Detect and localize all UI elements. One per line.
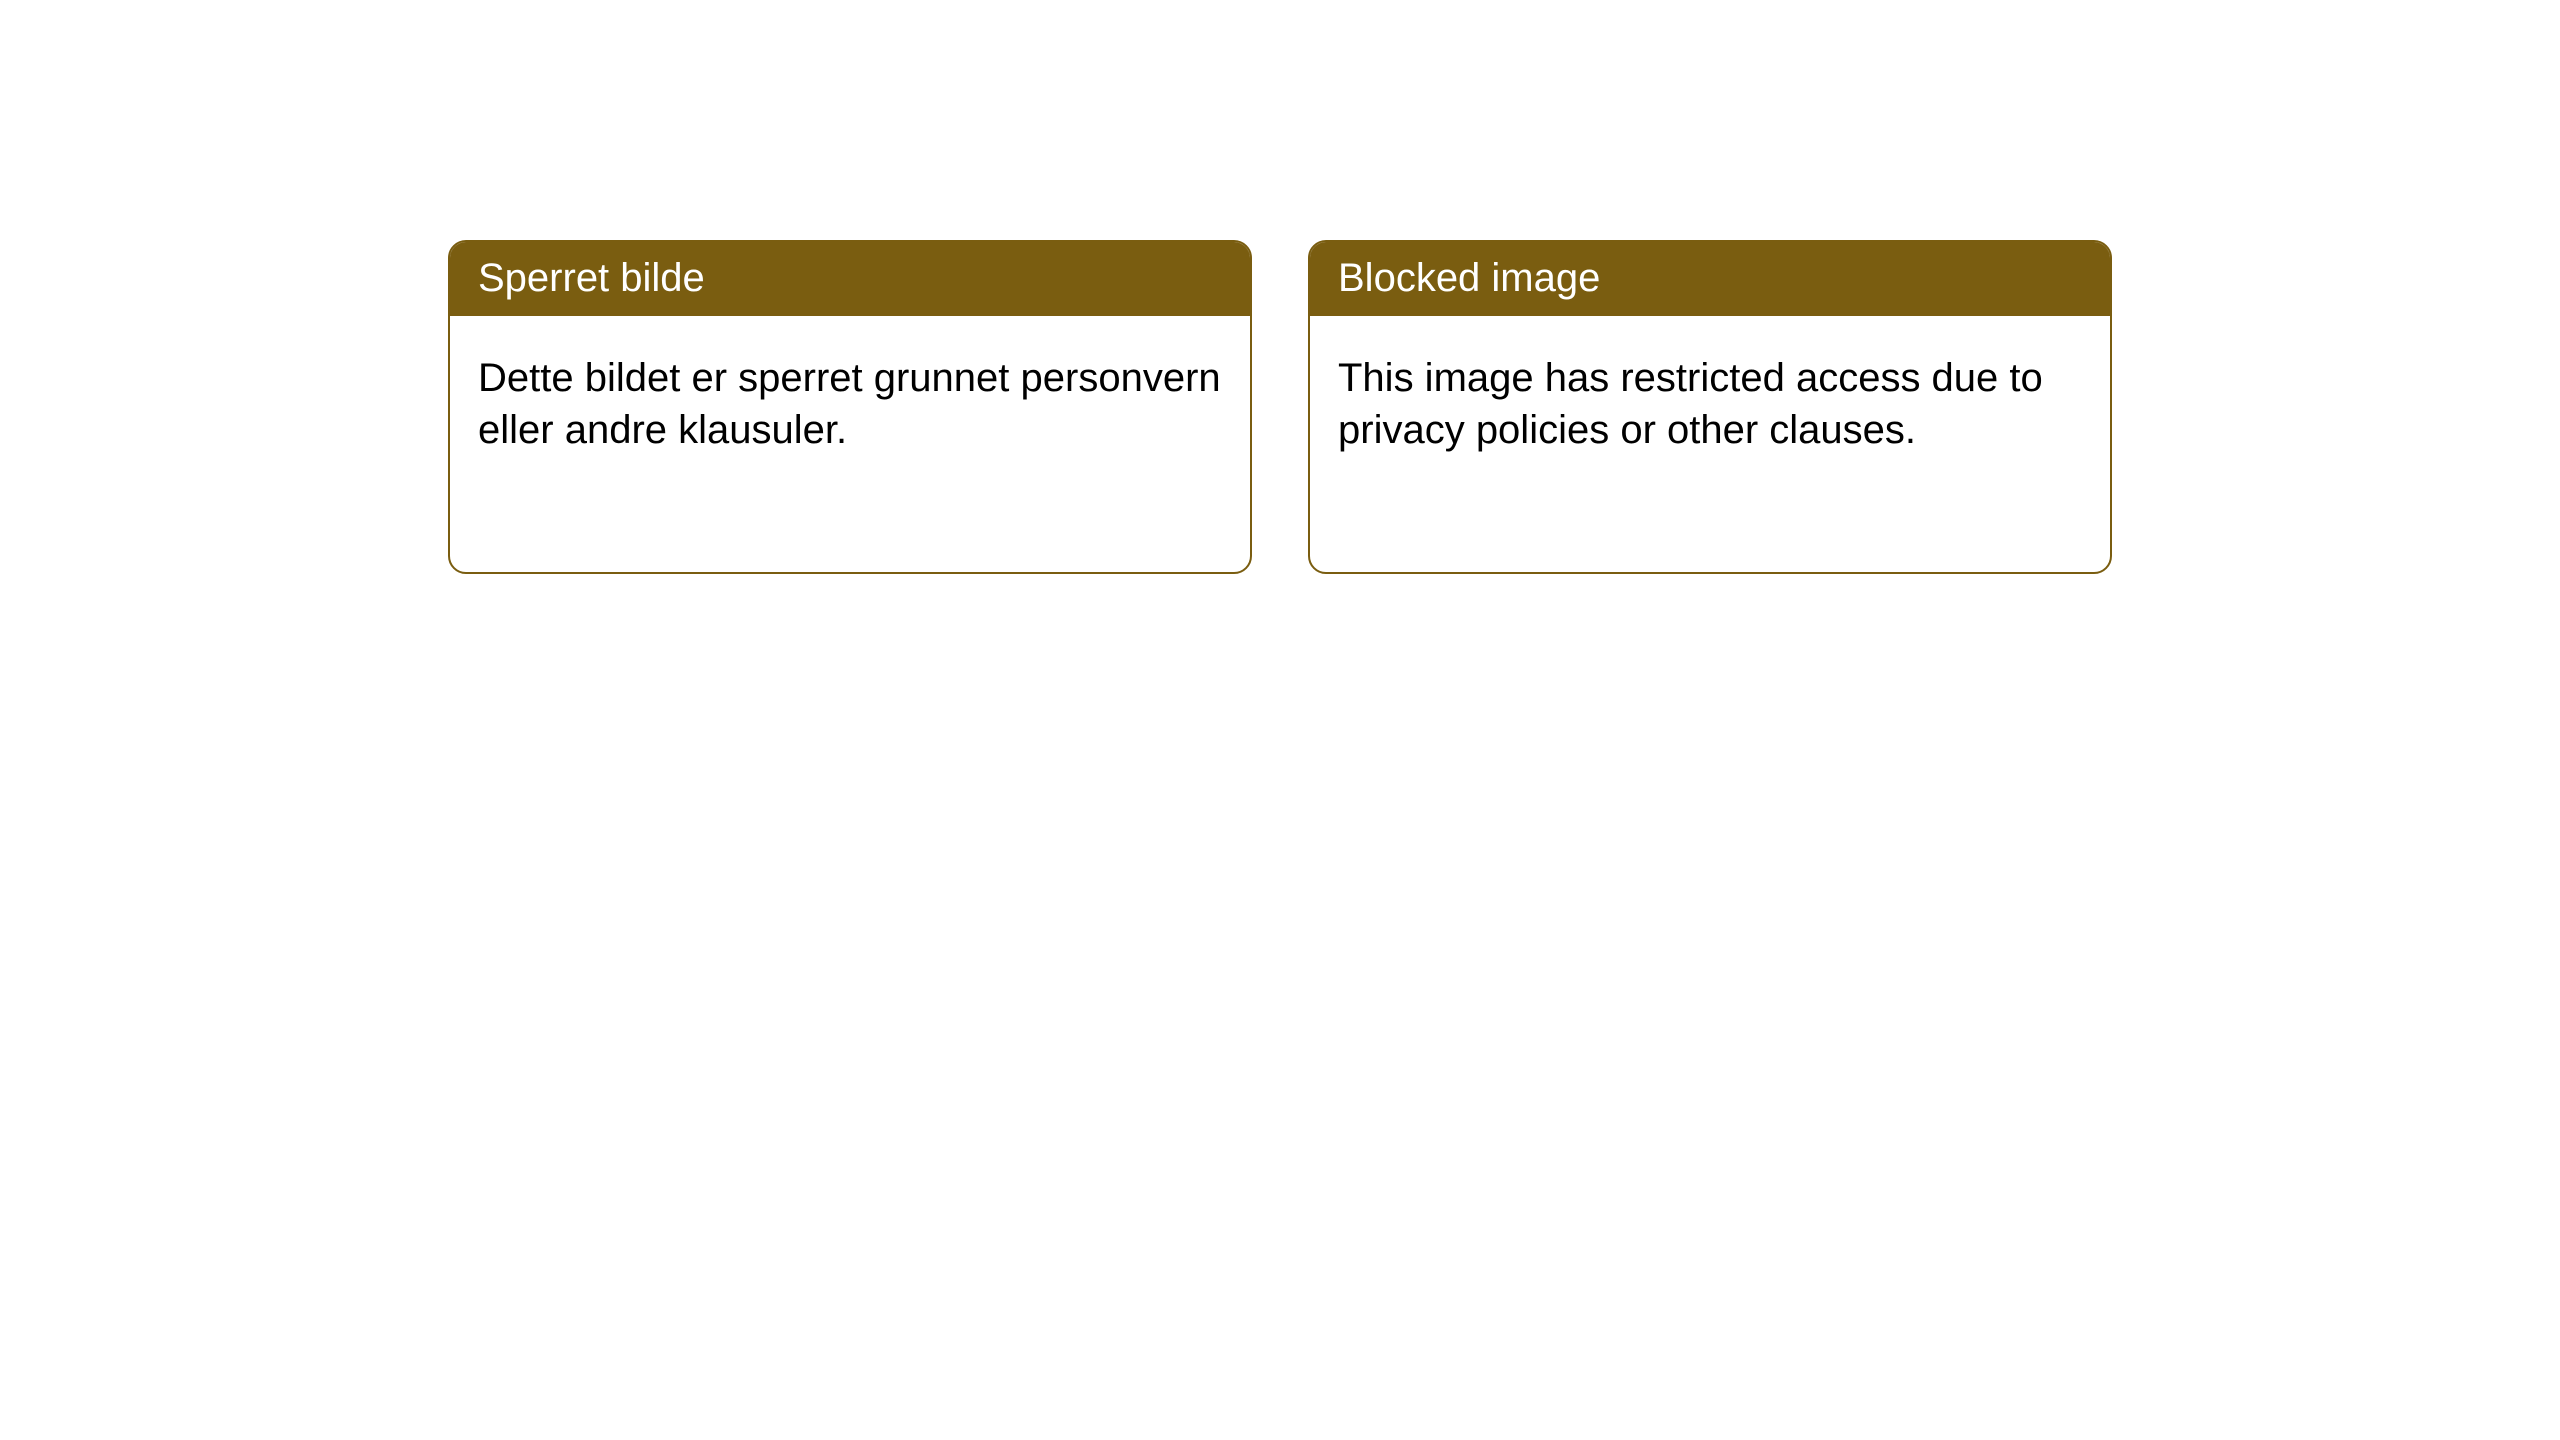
notice-card-body: Dette bildet er sperret grunnet personve… <box>450 316 1250 492</box>
notice-cards-container: Sperret bilde Dette bildet er sperret gr… <box>448 240 2112 574</box>
notice-card-header: Sperret bilde <box>450 242 1250 316</box>
notice-card-body: This image has restricted access due to … <box>1310 316 2110 492</box>
notice-card-norwegian: Sperret bilde Dette bildet er sperret gr… <box>448 240 1252 574</box>
notice-card-english: Blocked image This image has restricted … <box>1308 240 2112 574</box>
notice-card-header: Blocked image <box>1310 242 2110 316</box>
